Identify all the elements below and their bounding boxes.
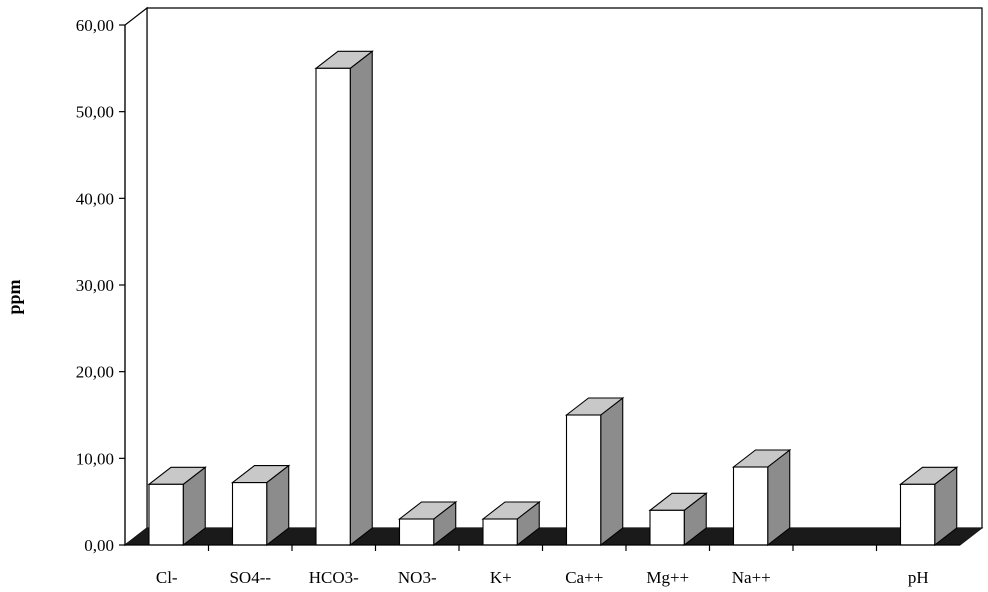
y-tick-label: 60,00 xyxy=(76,16,114,35)
x-tick-label: Ca++ xyxy=(565,568,603,587)
bar xyxy=(567,398,623,545)
bar xyxy=(316,51,372,545)
y-tick-label: 40,00 xyxy=(76,189,114,208)
bar-front xyxy=(316,68,350,545)
x-axis: Cl- SO4-- HCO3- NO3- K+ Ca++ Mg++ Na++ pH xyxy=(125,545,960,587)
bar-front xyxy=(400,519,434,545)
y-tick-label: 0,00 xyxy=(84,536,114,555)
bar xyxy=(149,467,205,545)
x-tick-label: NO3- xyxy=(398,568,437,587)
x-tick-label: pH xyxy=(908,568,929,587)
x-tick-label: K+ xyxy=(490,568,512,587)
bar-front xyxy=(567,415,601,545)
y-tick-label: 50,00 xyxy=(76,103,114,122)
bar xyxy=(233,466,289,545)
back-wall xyxy=(147,8,982,528)
bar-side xyxy=(601,398,623,545)
x-tick-label: SO4-- xyxy=(229,568,271,587)
bar-front xyxy=(233,483,267,545)
side-wall xyxy=(125,8,147,545)
bar-side xyxy=(350,51,372,545)
y-axis: 0,00 10,00 20,00 30,00 40,00 50,00 60,00 xyxy=(76,16,125,555)
bar-front xyxy=(650,510,684,545)
bar-front xyxy=(734,467,768,545)
bar-front xyxy=(483,519,517,545)
bar-front xyxy=(149,484,183,545)
x-tick-label: Mg++ xyxy=(646,568,689,587)
y-tick-label: 30,00 xyxy=(76,276,114,295)
x-tick-label: Na++ xyxy=(732,568,771,587)
y-axis-label: ppm xyxy=(4,279,24,314)
y-tick-label: 20,00 xyxy=(76,363,114,382)
x-tick-label: Cl- xyxy=(156,568,178,587)
y-tick-label: 10,00 xyxy=(76,449,114,468)
bar xyxy=(734,450,790,545)
bar-front xyxy=(901,484,935,545)
bar xyxy=(901,467,957,545)
x-tick-label: HCO3- xyxy=(309,568,359,587)
chart-walls xyxy=(125,8,982,545)
